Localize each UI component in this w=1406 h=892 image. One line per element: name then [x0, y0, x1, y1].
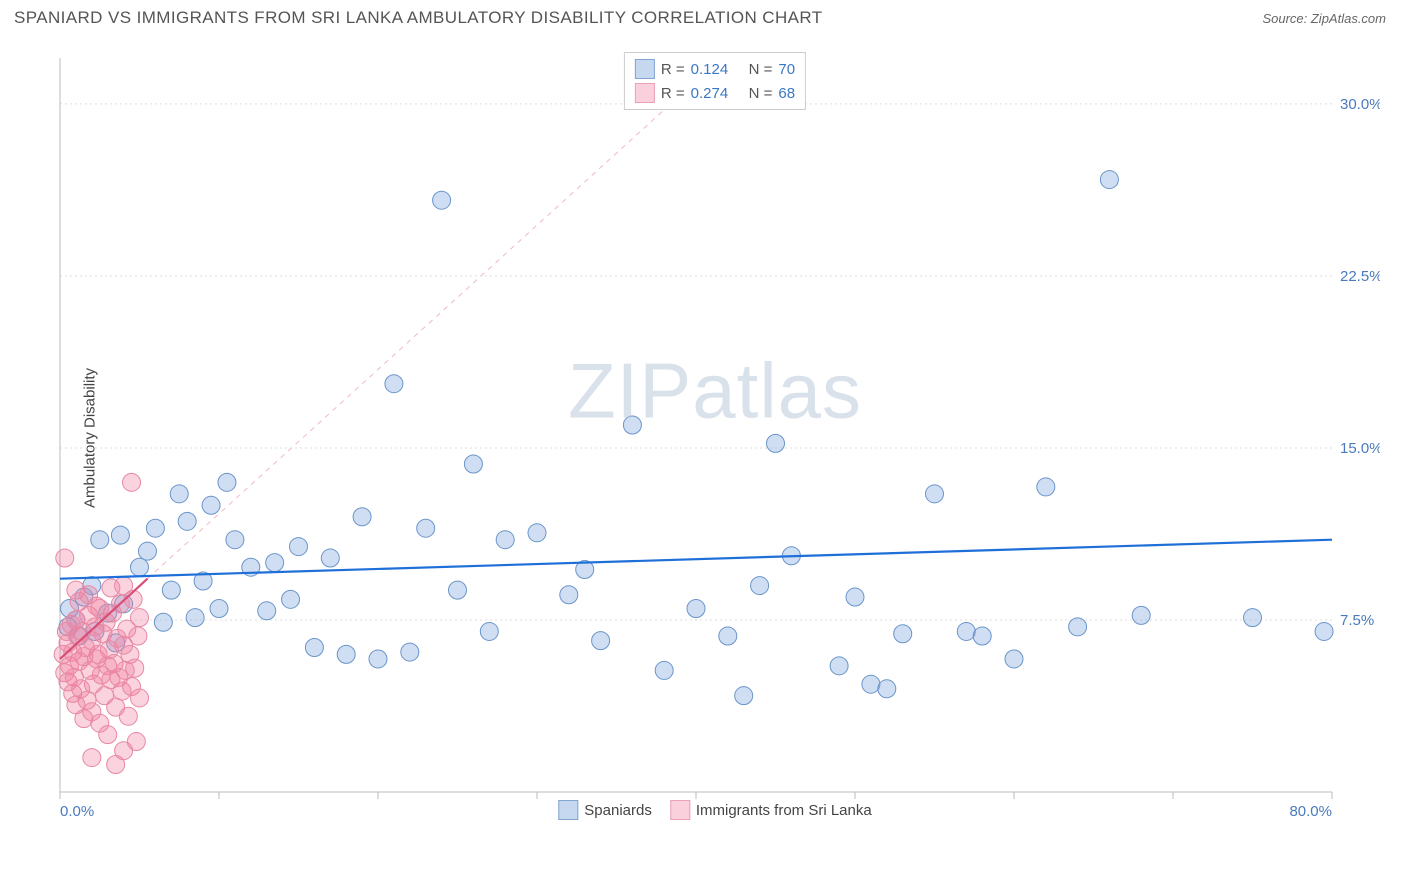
svg-text:80.0%: 80.0%	[1289, 803, 1332, 820]
legend-series-item: Immigrants from Sri Lanka	[670, 800, 872, 820]
chart-header: SPANIARD VS IMMIGRANTS FROM SRI LANKA AM…	[0, 0, 1406, 32]
chart-source: Source: ZipAtlas.com	[1262, 11, 1386, 26]
chart-container: Ambulatory Disability 7.5%15.0%22.5%30.0…	[50, 48, 1380, 828]
legend-swatch	[670, 800, 690, 820]
svg-text:0.0%: 0.0%	[60, 803, 94, 820]
svg-text:22.5%: 22.5%	[1340, 268, 1380, 285]
legend-correlation-box: R = 0.124 N = 70 R = 0.274 N = 68	[624, 52, 806, 110]
legend-swatch	[635, 83, 655, 103]
legend-swatch	[635, 59, 655, 79]
chart-title: SPANIARD VS IMMIGRANTS FROM SRI LANKA AM…	[14, 8, 823, 28]
svg-text:30.0%: 30.0%	[1340, 96, 1380, 113]
legend-series: Spaniards Immigrants from Sri Lanka	[558, 800, 871, 820]
svg-text:7.5%: 7.5%	[1340, 612, 1374, 629]
scatter-plot: 7.5% 15.0% 22.5% 30.0% 0.0% 80.0%	[50, 48, 1380, 828]
svg-text:15.0%: 15.0%	[1340, 440, 1380, 457]
legend-stat-row: R = 0.274 N = 68	[635, 81, 795, 105]
legend-stat-row: R = 0.124 N = 70	[635, 57, 795, 81]
legend-swatch	[558, 800, 578, 820]
legend-series-item: Spaniards	[558, 800, 652, 820]
